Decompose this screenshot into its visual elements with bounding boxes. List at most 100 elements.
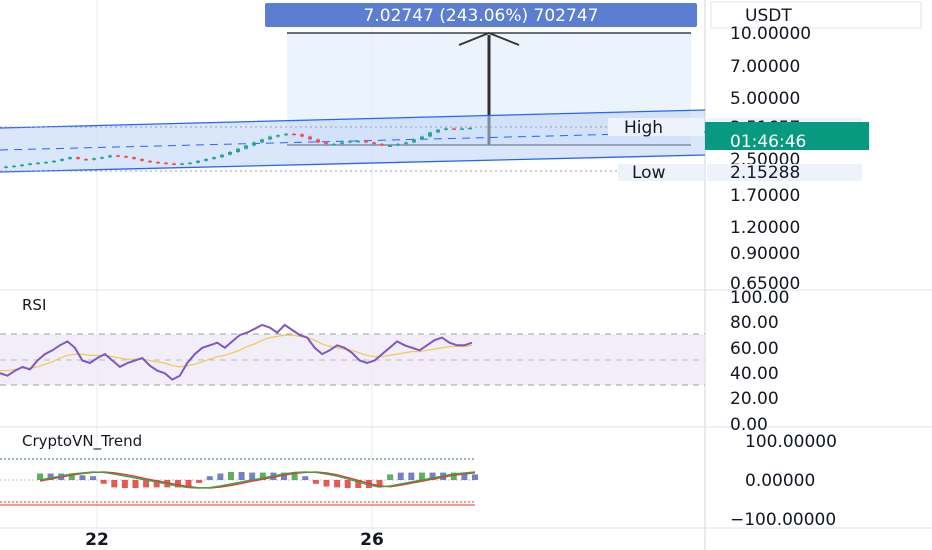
candle-body <box>444 128 448 130</box>
trend-signal-line[interactable] <box>39 471 476 489</box>
price-tick-label: 0.90000 <box>730 244 800 264</box>
time-tick-label: 26 <box>360 530 384 550</box>
candle-body <box>188 162 192 165</box>
time-axis[interactable]: 22 26 <box>85 530 384 550</box>
trend-title[interactable]: CryptoVN_Trend <box>22 432 142 451</box>
trend-histogram-bar <box>387 474 394 480</box>
candle-body <box>308 136 312 140</box>
rsi-tick-label: 0.00 <box>730 415 768 435</box>
trend-histogram-bar <box>206 476 213 480</box>
trend-histogram-bar <box>90 476 97 480</box>
candle-body <box>12 165 16 168</box>
candle-body <box>28 163 32 165</box>
candle-body <box>332 143 336 146</box>
high-label: High <box>624 118 663 138</box>
trend-histogram-bar <box>217 473 224 480</box>
candle-body <box>4 166 8 169</box>
low-label-box <box>618 164 704 181</box>
candle-body <box>140 159 144 161</box>
trend-histogram-bar <box>47 473 54 480</box>
time-tick-label: 22 <box>85 530 109 550</box>
candle-body <box>76 157 80 159</box>
price-tick-label: 0.65000 <box>730 274 800 294</box>
trend-histogram-bar <box>450 472 457 480</box>
rsi-tick-label: 60.00 <box>730 339 779 359</box>
candle-body <box>324 142 328 144</box>
high-label-box <box>608 118 704 136</box>
trend-histogram-bar <box>461 473 468 480</box>
candle-body <box>284 133 288 136</box>
trend-tick-label: 100.00000 <box>745 432 837 452</box>
measure-label-box <box>265 3 697 27</box>
candle-body <box>196 160 200 163</box>
candle-body <box>204 159 208 161</box>
candle-body <box>44 161 48 164</box>
candle-body <box>244 145 248 149</box>
trend-histogram-bar <box>418 472 425 480</box>
trend-histogram-bar <box>132 480 139 488</box>
candles-group[interactable] <box>4 126 472 169</box>
candle-body <box>164 162 168 165</box>
candle-body <box>292 133 296 136</box>
candle-body <box>124 156 128 158</box>
candle-body <box>148 160 152 163</box>
trend-histogram-bar <box>227 472 234 480</box>
trend-histogram-bar <box>153 480 160 488</box>
currency-box[interactable] <box>710 1 922 29</box>
price-tick-label: 5.00000 <box>730 89 800 109</box>
trend-histogram-bar <box>397 472 404 480</box>
candle-body <box>92 158 96 160</box>
rsi-tick-label: 20.00 <box>730 389 779 409</box>
candle-body <box>316 139 320 143</box>
candle-body <box>252 142 256 146</box>
candle-body <box>380 143 384 146</box>
candle-body <box>276 135 280 137</box>
candle-body <box>212 157 216 159</box>
candle-body <box>52 160 56 163</box>
rsi-axis[interactable]: 100.00 80.00 60.00 40.00 20.00 0.00 <box>730 288 789 435</box>
candle-body <box>260 139 264 143</box>
trend-histogram-bar <box>323 480 330 487</box>
candle-body <box>412 139 416 143</box>
price-axis[interactable]: 10.000007.000005.000002.500001.700001.20… <box>730 24 811 294</box>
trend-histogram-bar <box>302 476 309 480</box>
candle-body <box>388 145 392 148</box>
candle-body <box>300 134 304 137</box>
rsi-tick-label: 100.00 <box>730 288 789 308</box>
rsi-title[interactable]: RSI <box>22 296 46 314</box>
candle-body <box>180 163 184 165</box>
trend-histogram-bar <box>79 475 86 480</box>
trend-histogram-bar <box>68 473 75 480</box>
candle-body <box>356 140 360 143</box>
trend-axis[interactable]: 100.00000 0.00000 −100.00000 <box>730 432 837 530</box>
trend-histogram-bar <box>472 474 478 480</box>
candle-body <box>100 157 104 159</box>
trend-histogram-bar <box>281 472 288 480</box>
candle-body <box>268 136 272 140</box>
price-tick-label: 7.00000 <box>730 57 800 77</box>
candle-body <box>364 140 368 143</box>
currency-label[interactable]: USDT <box>745 6 792 26</box>
low-label: Low <box>632 163 666 183</box>
channel-mid-line <box>0 131 706 151</box>
trend-histogram-bar <box>429 472 436 480</box>
candle-body <box>428 132 432 137</box>
candle-body <box>20 164 24 167</box>
countdown-label: 01:46:46 <box>730 132 806 152</box>
channel-upper-line[interactable] <box>0 109 706 129</box>
candle-body <box>84 159 88 161</box>
candle-body <box>220 154 224 158</box>
channel-lower-line[interactable] <box>0 154 706 173</box>
trend-histogram-bar <box>143 480 150 488</box>
rsi-line[interactable] <box>0 323 473 381</box>
low-value-box <box>707 164 862 181</box>
trend-tick-label: 0.00000 <box>745 471 815 491</box>
candle-body <box>436 129 440 133</box>
candle-body <box>468 127 472 130</box>
trend-histogram-bar <box>111 480 118 488</box>
trend-histogram-bar <box>376 480 383 488</box>
trend-main-line[interactable] <box>39 471 476 489</box>
measure-arrow-head <box>458 32 520 46</box>
candle-body <box>228 152 232 155</box>
